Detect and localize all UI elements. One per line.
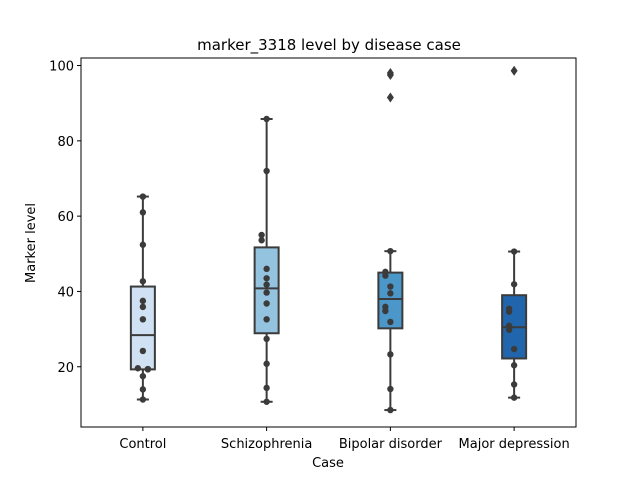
data-point xyxy=(263,316,270,323)
data-point xyxy=(258,237,265,244)
data-point xyxy=(139,396,147,403)
x-axis: Control Schizophrenia Bipolar disorder Majo… xyxy=(119,427,570,452)
data-point xyxy=(510,248,518,255)
data-point xyxy=(139,193,147,200)
y-tick-label: 40 xyxy=(57,285,74,300)
data-point xyxy=(263,265,270,273)
data-point xyxy=(263,360,270,367)
data-point xyxy=(505,305,513,312)
data-point xyxy=(505,322,513,329)
data-point xyxy=(263,384,270,392)
x-tick-label: Control xyxy=(119,437,166,452)
data-point xyxy=(258,231,265,239)
data-point xyxy=(382,268,389,276)
data-point xyxy=(263,300,270,307)
box-iqr xyxy=(129,285,156,371)
data-point xyxy=(263,335,270,343)
plot-area xyxy=(80,57,577,428)
data-point xyxy=(144,365,152,373)
data-point xyxy=(139,372,147,380)
y-tick-label: 20 xyxy=(57,361,74,376)
data-point xyxy=(139,297,147,305)
data-point xyxy=(510,362,518,369)
data-point xyxy=(387,290,394,297)
y-tick-label: 80 xyxy=(57,135,74,150)
x-tick-label: Major depression xyxy=(459,437,570,452)
x-tick-label: Schizophrenia xyxy=(221,437,312,452)
data-point xyxy=(139,241,147,248)
data-point xyxy=(510,381,518,388)
data-point xyxy=(387,318,394,326)
x-tick-label: Bipolar disorder xyxy=(339,437,443,452)
data-point xyxy=(139,347,147,355)
outlier-marker xyxy=(510,65,518,76)
chart-title: marker_3318 level by disease case xyxy=(197,36,461,55)
y-axis: 20 40 60 80 100 xyxy=(49,60,81,376)
data-point xyxy=(510,345,518,353)
data-point xyxy=(263,289,270,296)
data-point xyxy=(263,398,270,405)
outlier-marker xyxy=(386,68,394,79)
y-tick-label: 100 xyxy=(49,60,74,75)
x-axis-label: Case xyxy=(312,456,344,471)
boxes-layer xyxy=(129,65,528,412)
outlier-marker xyxy=(386,92,394,103)
points-layer xyxy=(134,115,518,414)
data-point xyxy=(387,406,394,414)
data-point xyxy=(263,275,270,282)
data-point xyxy=(387,247,394,255)
data-point xyxy=(382,303,389,311)
y-axis-label: Marker level xyxy=(24,203,39,283)
data-point xyxy=(387,283,394,290)
y-tick-label: 60 xyxy=(57,210,74,225)
data-point xyxy=(263,167,270,175)
data-point xyxy=(387,351,394,358)
data-point xyxy=(263,281,270,288)
data-point xyxy=(263,115,270,123)
data-point xyxy=(387,385,394,393)
data-point xyxy=(510,394,518,401)
data-point xyxy=(139,303,147,311)
data-point xyxy=(139,278,147,285)
data-point xyxy=(139,316,147,323)
data-point xyxy=(510,281,518,288)
data-point xyxy=(139,209,147,216)
data-point xyxy=(139,386,147,393)
data-point xyxy=(134,365,142,372)
